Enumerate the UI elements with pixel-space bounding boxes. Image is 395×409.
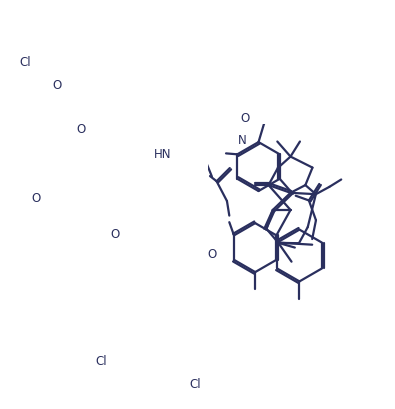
Text: HN: HN [154, 148, 172, 160]
Text: O: O [31, 192, 41, 204]
Text: N: N [237, 134, 246, 147]
Text: O: O [207, 247, 217, 261]
Text: Cl: Cl [95, 355, 107, 368]
Text: O: O [241, 112, 250, 126]
Text: Cl: Cl [19, 56, 31, 68]
Text: Cl: Cl [189, 378, 201, 391]
Text: O: O [52, 79, 62, 92]
Text: O: O [77, 123, 86, 136]
Text: O: O [111, 228, 120, 240]
